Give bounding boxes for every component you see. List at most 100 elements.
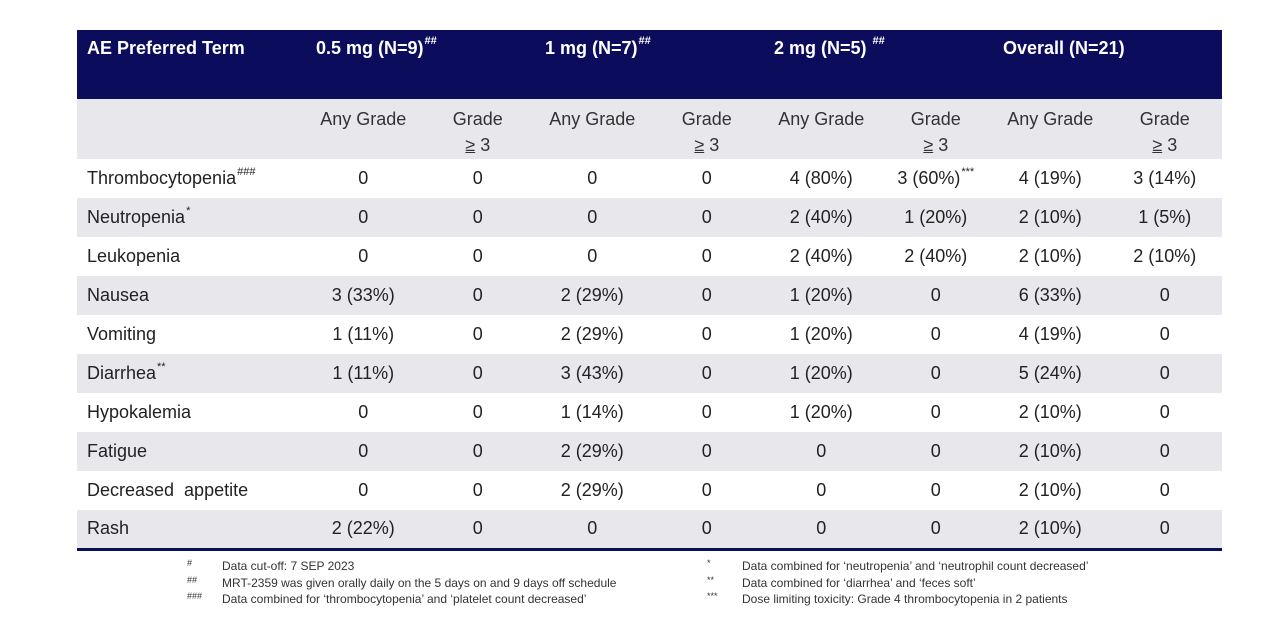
subheader-grade-3-plus: Grade ≥ 3 (420, 99, 536, 159)
value-cell: 0 (649, 276, 765, 315)
cell-value: 0 (701, 324, 712, 344)
ae-term-label: Vomiting (87, 324, 157, 344)
footnote-marker: ## (187, 574, 198, 585)
ae-term-cell: Diarrhea** (77, 354, 306, 393)
value-cell: 0 (420, 432, 536, 471)
table-row: Leukopenia 0 0 0 0 2 (40%) 2 (40%) 2 (10%) 2 (10… (77, 237, 1222, 276)
footnote-marker: ** (707, 574, 715, 585)
cell-value: 0 (587, 168, 598, 188)
value-cell: 2 (40%) (879, 237, 994, 276)
grade-ge-symbol: ≥ (923, 135, 934, 155)
grade-ge-symbol: ≥ (694, 135, 705, 155)
grade-threshold: 3 (1162, 135, 1178, 155)
cell-value: 0 (358, 168, 369, 188)
cell-value: 0 (472, 324, 483, 344)
ae-term-cell: Leukopenia (77, 237, 306, 276)
table-row: Thrombocytopenia### 0 0 0 0 4 (80%) 3 (60%)***… (77, 159, 1222, 198)
value-cell: 1 (20%) (764, 393, 879, 432)
cell-value: 2 (40%) (789, 207, 853, 227)
footnote-marker: *** (707, 591, 718, 601)
value-cell: 0 (421, 159, 536, 198)
cell-value: 1 (20%) (789, 363, 853, 383)
footnote-text: MRT-2359 was given orally daily on the 5… (222, 575, 617, 590)
cell-value: 0 (816, 480, 827, 500)
value-cell: 0 (1107, 432, 1223, 471)
value-cell: 0 (650, 159, 765, 198)
footnote: * Data combined for ‘neutropenia’ and ‘ne… (707, 558, 1088, 575)
value-cell: 3 (33%) (306, 276, 421, 315)
value-cell: 2 (29%) (535, 276, 650, 315)
value-cell: 3 (14%) (1108, 159, 1223, 198)
value-cell: 2 (10%) (993, 510, 1108, 551)
value-cell: 0 (306, 198, 421, 237)
value-cell: 0 (764, 432, 879, 471)
value-cell: 2 (29%) (535, 432, 650, 471)
footnote: # Data cut-off: 7 SEP 2023 (187, 558, 616, 575)
value-cell: 0 (535, 510, 650, 551)
cell-value: 2 (22%) (331, 518, 395, 539)
value-cell: 0 (421, 315, 536, 354)
table-row: Vomiting 1 (11%) 0 2 (29%) 0 1 (20%) 0 4 (19%) 0 (77, 315, 1222, 354)
footnote: ## MRT-2359 was given orally daily on the… (187, 575, 616, 592)
cell-value: 0 (930, 518, 941, 539)
value-cell: 0 (649, 510, 765, 551)
cell-value: 0 (1159, 441, 1170, 461)
cell-value: 0 (701, 480, 712, 500)
ae-term-cell: Neutropenia* (77, 198, 306, 237)
cell-value: 0 (358, 402, 369, 422)
value-cell: 1 (20%) (764, 276, 879, 315)
value-cell: 0 (420, 276, 536, 315)
cell-value: 0 (472, 207, 483, 227)
cell-value: 0 (472, 285, 483, 305)
cell-value: 2 (10%) (1018, 246, 1082, 266)
ae-term-label: Nausea (87, 285, 150, 305)
cell-value: 1 (20%) (904, 207, 968, 227)
cell-value: 0 (930, 441, 941, 461)
value-cell: 0 (420, 198, 536, 237)
value-cell: 6 (33%) (993, 276, 1108, 315)
value-cell: 0 (420, 354, 536, 393)
cell-value: 0 (701, 207, 712, 227)
value-cell: 5 (24%) (993, 354, 1108, 393)
table-row: Decreased appetite 0 0 2 (29%) 0 0 0 2 (10%) 0 (77, 471, 1222, 510)
value-cell: 0 (764, 471, 879, 510)
value-cell: 0 (1107, 354, 1223, 393)
grade-label: Grade (452, 109, 503, 129)
footnote-marker: # (187, 558, 193, 568)
cell-value: 0 (816, 518, 827, 539)
value-cell: 0 (878, 432, 994, 471)
value-cell: 2 (10%) (993, 237, 1108, 276)
cell-value: 0 (1159, 518, 1170, 539)
table-row: Diarrhea** 1 (11%) 0 3 (43%) 0 1 (20%) 0 5 (24%… (77, 354, 1223, 393)
footnote-text: Data combined for ‘thrombocytopenia’ and… (222, 592, 587, 606)
grade-ge-symbol: ≥ (465, 135, 476, 155)
cell-value: 0 (701, 285, 712, 305)
footnote: ** Data combined for ‘diarrhea’ and ‘fece… (707, 575, 1088, 592)
ae-term-label: Fatigue (87, 441, 148, 461)
footnote-marker: * (707, 558, 711, 568)
value-cell: 2 (10%) (1108, 237, 1223, 276)
subheader-row: Any Grade Grade ≥ 3 Any Grade Grade ≥ 3 Any Gr… (77, 99, 1223, 159)
cell-value: 5 (24%) (1018, 363, 1082, 383)
value-cell: 0 (879, 315, 994, 354)
cell-value: 0 (930, 324, 941, 344)
value-cell: 0 (535, 159, 650, 198)
cell-value: 0 (1159, 480, 1170, 500)
cell-value: 0 (472, 402, 483, 422)
ae-term-cell: Hypokalemia (77, 393, 306, 432)
grade-threshold: 3 (704, 135, 720, 155)
cell-value: 0 (587, 518, 598, 539)
value-cell: 1 (20%) (764, 354, 879, 393)
cell-value: 2 (29%) (560, 285, 624, 305)
value-cell: 0 (650, 471, 765, 510)
value-cell: 0 (650, 315, 765, 354)
value-cell: 0 (879, 471, 994, 510)
cell-value: 0 (358, 246, 369, 266)
cell-value: 0 (472, 441, 483, 461)
ae-term-label: Decreased appetite (87, 480, 249, 500)
cell-value: 2 (29%) (560, 441, 624, 461)
value-cell: 0 (1108, 393, 1223, 432)
value-cell: 2 (40%) (764, 237, 879, 276)
cell-value: 2 (40%) (789, 246, 853, 266)
value-cell: 0 (1107, 276, 1223, 315)
